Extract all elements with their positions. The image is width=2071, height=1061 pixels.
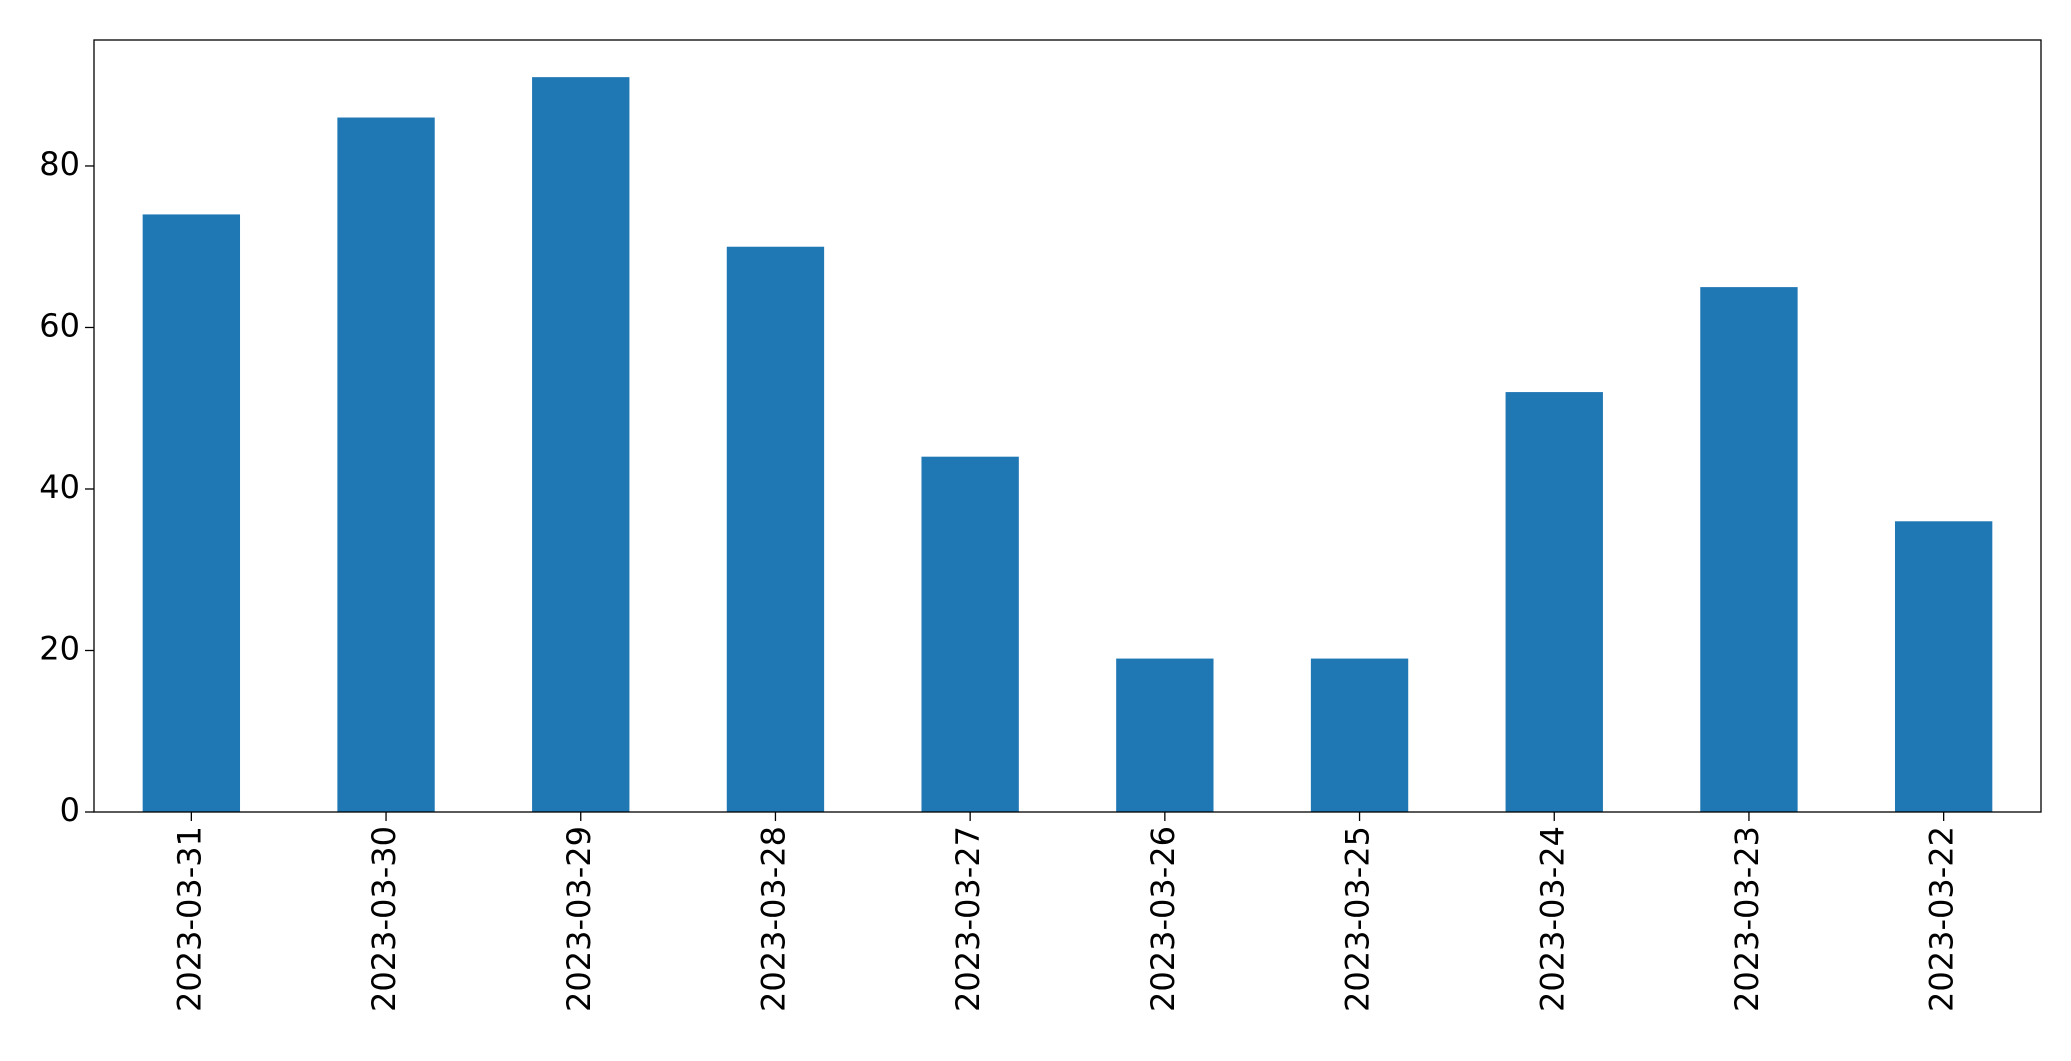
bar xyxy=(532,77,630,813)
x-tick-label: 2023-03-22 xyxy=(1923,826,1961,1012)
bar xyxy=(1894,521,1993,812)
x-tick-label: 2023-03-31 xyxy=(170,826,208,1012)
bar xyxy=(1505,392,1603,812)
bar xyxy=(142,214,241,813)
bar xyxy=(726,246,825,812)
bar xyxy=(1116,658,1214,812)
x-tick-label: 2023-03-30 xyxy=(365,826,403,1012)
x-tick-label: 2023-03-25 xyxy=(1339,826,1377,1012)
y-tick-label: 0 xyxy=(60,791,80,829)
bar xyxy=(1700,287,1798,812)
x-tick-label: 2023-03-28 xyxy=(754,826,792,1012)
bar xyxy=(1310,658,1409,812)
y-tick-label: 60 xyxy=(39,306,80,344)
x-tick-label: 2023-03-23 xyxy=(1728,826,1766,1012)
x-tick-label: 2023-03-27 xyxy=(949,826,987,1012)
x-tick-label: 2023-03-26 xyxy=(1144,826,1182,1012)
y-tick-label: 80 xyxy=(39,145,80,183)
x-tick-label: 2023-03-29 xyxy=(560,826,598,1012)
bar xyxy=(337,117,435,812)
bar xyxy=(921,456,1019,812)
plot-frame xyxy=(93,39,2042,813)
y-tick-label: 40 xyxy=(39,468,80,506)
x-tick-label: 2023-03-24 xyxy=(1533,826,1571,1012)
y-tick-label: 20 xyxy=(39,629,80,667)
